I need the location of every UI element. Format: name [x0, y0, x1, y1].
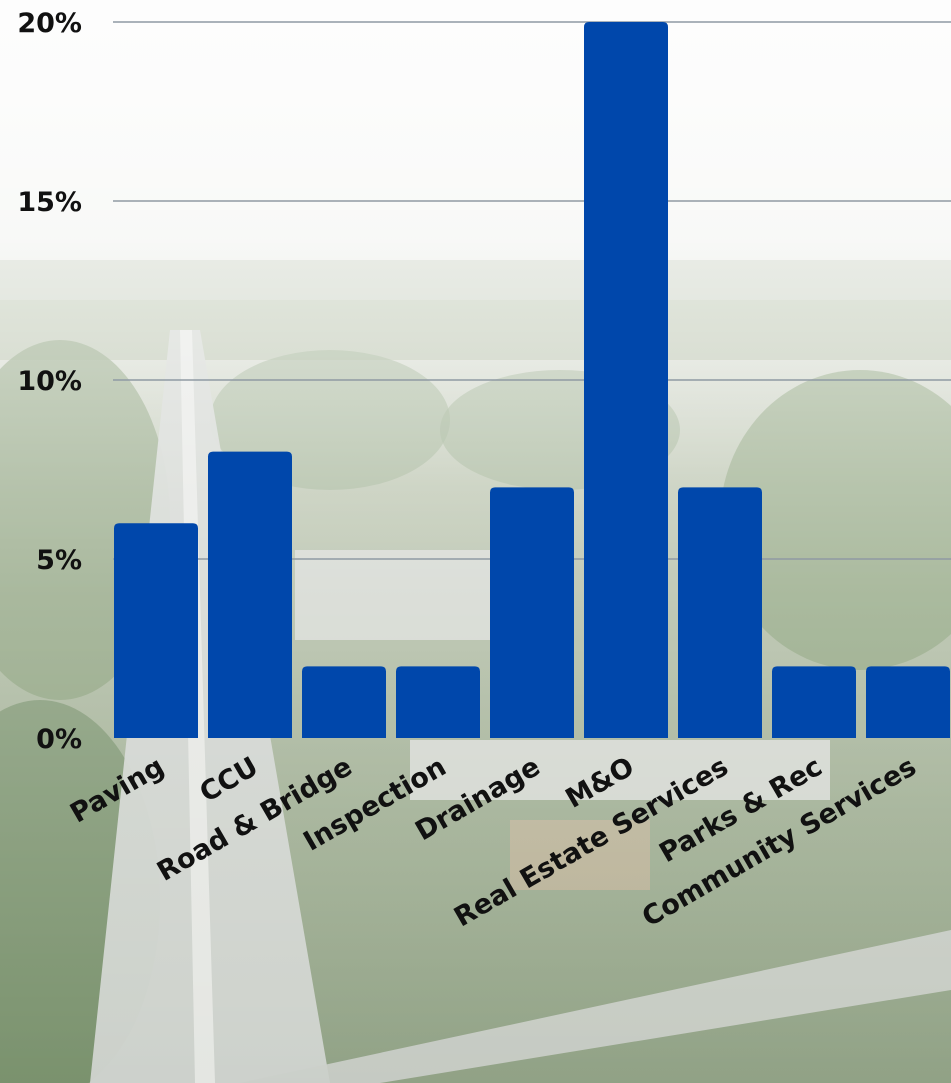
y-axis-tick-labels: 0% 5% 10% 15% 20% [17, 8, 82, 755]
bar-m-o [584, 22, 668, 738]
y-tick-label: 0% [36, 724, 82, 755]
y-tick-label: 5% [36, 545, 82, 576]
y-tick-label: 10% [17, 366, 82, 397]
bar-road-bridge [302, 666, 386, 738]
bar-ccu [208, 451, 292, 738]
y-tick-label: 20% [17, 8, 82, 39]
bars [114, 22, 950, 738]
bar-community-services [866, 666, 950, 738]
bar-paving [114, 523, 198, 738]
y-tick-label: 15% [17, 187, 82, 218]
bar-real-estate-services [678, 487, 762, 738]
bar-drainage [490, 487, 574, 738]
bar-parks-rec [772, 666, 856, 738]
bar-inspection [396, 666, 480, 738]
